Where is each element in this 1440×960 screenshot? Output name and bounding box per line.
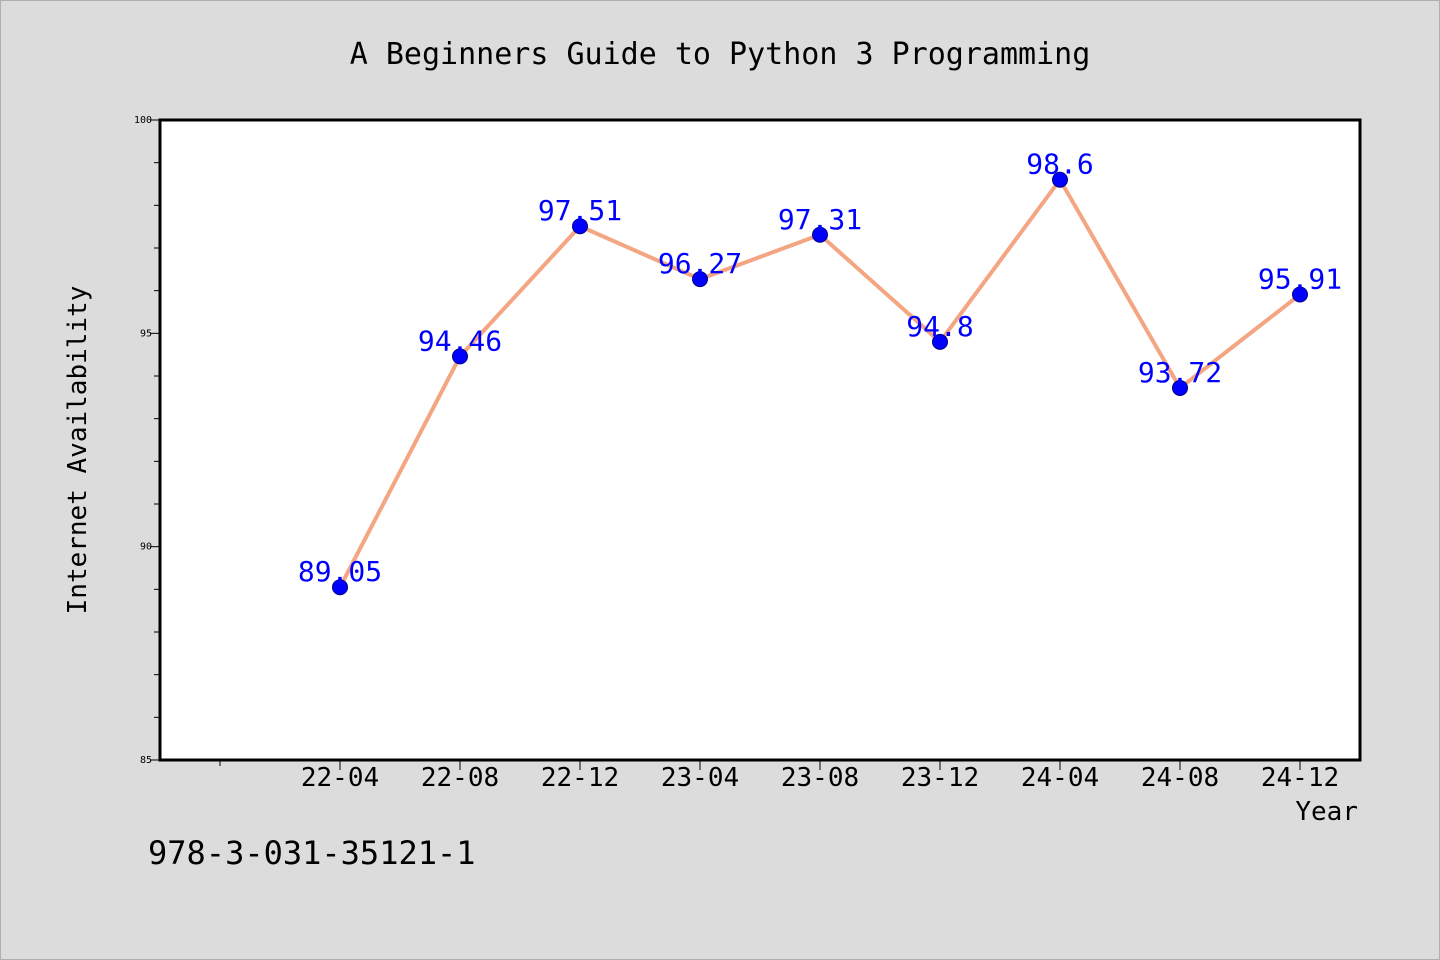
data-label: 93.72 <box>1138 356 1222 389</box>
data-label: 94.8 <box>906 310 973 343</box>
data-point <box>332 579 348 596</box>
data-label: 95.91 <box>1258 263 1342 296</box>
x-tick-label: 24-04 <box>1021 763 1099 793</box>
x-axis-ticks: 22-04 22-08 22-12 23-04 23-08 23-12 24-04 24-08… <box>219 760 1339 793</box>
data-label: 98.6 <box>1026 148 1093 181</box>
plot-area <box>158 118 1362 762</box>
isbn-text: 978-3-031-35121-1 <box>148 834 476 872</box>
x-tick-label: 23-12 <box>901 763 979 793</box>
data-point <box>1052 171 1068 188</box>
y-tick-label: 90 <box>140 542 152 553</box>
data-point <box>812 226 828 243</box>
data-label: 94.46 <box>418 324 502 357</box>
data-point <box>692 271 708 288</box>
x-tick-label: 22-08 <box>421 763 499 793</box>
y-tick-label: 100 <box>134 115 152 126</box>
x-tick-label: 23-04 <box>661 763 739 793</box>
x-tick-label: 22-12 <box>541 763 619 793</box>
data-point <box>1172 379 1188 396</box>
data-point <box>572 218 588 235</box>
data-point <box>932 333 948 350</box>
x-tick-label: 24-08 <box>1141 763 1219 793</box>
series-group: 89.05 94.46 97.51 96.27 97.31 94.8 98.6 93.72 95… <box>298 148 1342 596</box>
y-tick-label: 95 <box>140 328 152 339</box>
x-tick-label: 23-08 <box>781 763 859 793</box>
y-tick-label: 85 <box>140 755 152 766</box>
data-point <box>1292 286 1308 303</box>
x-tick-label: 24-12 <box>1261 763 1339 793</box>
data-point <box>452 348 468 365</box>
data-label: 89.05 <box>298 555 382 588</box>
y-axis-ticks: 85 90 95 100 <box>134 115 160 766</box>
chart-title: A Beginners Guide to Python 3 Programmin… <box>350 37 1091 72</box>
data-label: 96.27 <box>658 247 742 280</box>
y-axis-label: Internet Availability <box>63 286 93 615</box>
x-tick-label: 22-04 <box>301 763 379 793</box>
data-label: 97.51 <box>538 194 622 227</box>
data-label: 97.31 <box>778 203 862 236</box>
x-axis-label: Year <box>1295 797 1358 827</box>
